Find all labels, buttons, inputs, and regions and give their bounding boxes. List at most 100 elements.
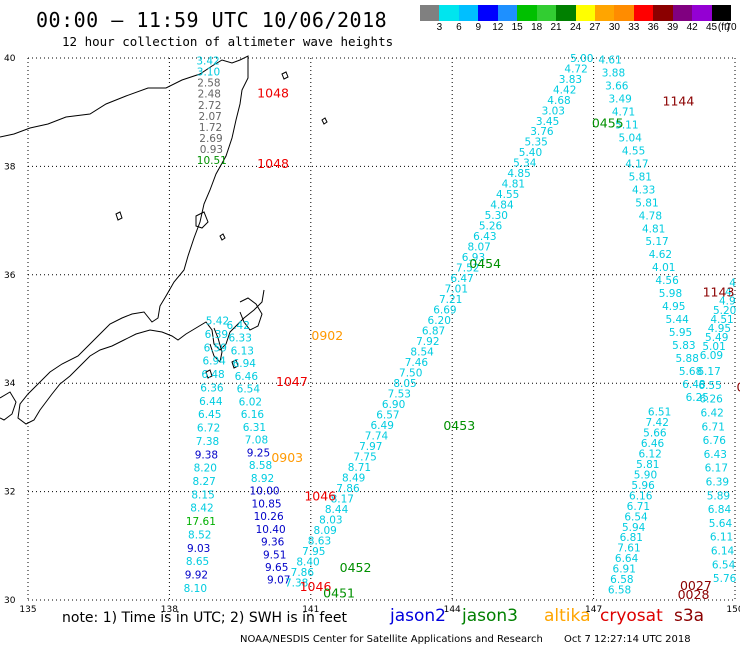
- wave-height-value: 5.26: [479, 221, 503, 233]
- longitude-tick-label: 141: [302, 605, 319, 615]
- wave-height-value: 8.05: [393, 378, 416, 390]
- wave-height-value: 7.86: [291, 567, 315, 579]
- pass-time-label: 0455: [592, 115, 624, 130]
- wave-height-value: 6.49: [371, 420, 394, 432]
- wave-height-value: 3.45: [536, 116, 559, 128]
- wave-height-value: 4.01: [652, 262, 675, 274]
- japan-coastline: [0, 55, 328, 425]
- wave-height-value: 8.07: [467, 242, 490, 254]
- wave-height-value: 4.55: [496, 189, 519, 201]
- wave-height-value: 9.65: [265, 562, 288, 574]
- legend-swatch: [614, 5, 634, 21]
- latitude-tick-label: 38: [4, 162, 16, 172]
- wave-height-value: 4.78: [639, 210, 662, 222]
- wave-height-value: 3.88: [602, 67, 625, 79]
- wave-height-value: 6.43: [473, 231, 496, 243]
- wave-height-value: 5.98: [659, 288, 682, 300]
- wave-height-value: 8.92: [251, 473, 274, 485]
- wave-height-value: 6.14: [711, 546, 735, 558]
- wave-height-value: 6.48: [682, 379, 705, 391]
- units-note: note: 1) Time is in UTC; 2) SWH is in fe…: [62, 610, 348, 626]
- wave-height-value: 6.11: [710, 532, 733, 544]
- wave-height-value: 6.59: [204, 342, 227, 354]
- pass-time-label: 0903: [271, 450, 303, 465]
- track-a: 3.423.102.582.482.722.071.722.690.9310.5…: [196, 56, 226, 168]
- wave-height-value: 6.45: [198, 409, 221, 421]
- footer: NOAA/NESDIS Center for Satellite Applica…: [240, 634, 709, 645]
- wave-height-value: 7.92: [416, 336, 439, 348]
- wave-height-value: 5.81: [629, 171, 652, 183]
- page-subtitle: 12 hour collection of altimeter wave hei…: [62, 34, 394, 49]
- wave-height-value: 6.58: [610, 574, 633, 586]
- latitude-tick-label: 34: [4, 379, 16, 389]
- wave-height-value: 3.83: [559, 74, 582, 86]
- wave-height-value: 8.44: [325, 504, 349, 516]
- wave-height-value: 10.51: [197, 155, 227, 167]
- wave-height-value: 3.49: [608, 93, 631, 105]
- legend-label: 6: [456, 22, 462, 33]
- wave-height-value: 6.64: [615, 553, 639, 565]
- satellite-s3a-label: s3a: [674, 606, 705, 626]
- wave-height-value: 5.94: [622, 522, 646, 534]
- wave-height-value: 6.90: [382, 399, 405, 411]
- pass-time-label: 0453: [443, 418, 475, 433]
- wave-height-value: 6.54: [237, 384, 261, 396]
- pass-time-label: 1046: [304, 488, 336, 503]
- legend-swatch: [478, 5, 498, 21]
- wave-height-value: 6.54: [624, 511, 648, 523]
- wave-height-value: 8.49: [342, 473, 365, 485]
- wave-height-value: 8.15: [191, 489, 214, 501]
- pass-time-label: 1046: [300, 579, 332, 594]
- wave-height-value: 0.93: [200, 144, 223, 156]
- wave-height-value: 8.03: [319, 514, 342, 526]
- pass-time-label: 1047: [276, 374, 308, 389]
- pass-time-label: 00: [736, 379, 740, 394]
- wave-height-value: 5.30: [485, 210, 508, 222]
- wave-height-value: 9.07: [267, 575, 290, 587]
- longitude-tick-label: 138: [161, 605, 178, 615]
- wave-height-value: 9.51: [263, 549, 286, 561]
- wave-height-value: 3.76: [530, 126, 554, 138]
- wave-height-value: 4.84: [490, 200, 514, 212]
- wave-height-value: 6.51: [648, 407, 671, 419]
- wave-height-value: 7.74: [365, 431, 389, 443]
- wave-height-value: 7.38: [285, 577, 308, 589]
- legend-swatch: [594, 5, 615, 21]
- track-d: 5.004.723.834.424.683.033.453.765.355.40…: [285, 53, 594, 590]
- satellite-jason3-label: jason3: [462, 606, 518, 626]
- wave-height-value: 5.40: [519, 147, 542, 159]
- izu-islet-b: [219, 233, 226, 241]
- wave-height-value: 6.71: [627, 501, 650, 513]
- legend-label: 9: [475, 22, 482, 33]
- wave-height-value: 3.10: [197, 67, 220, 79]
- boso-peninsula-coastline: [239, 297, 263, 331]
- wave-height-value: 6.71: [702, 421, 725, 433]
- wave-height-value: 8.71: [348, 462, 371, 474]
- wave-height-value: 5.83: [672, 340, 695, 352]
- wave-height-value: 6.91: [613, 564, 636, 576]
- wave-height-value: 6.12: [638, 449, 661, 461]
- wave-height-value: 3.03: [542, 105, 565, 117]
- wave-height-value: 6.20: [428, 315, 451, 327]
- wave-height-value: 7.86: [336, 483, 360, 495]
- wave-height-value: 7.97: [359, 441, 382, 453]
- color-scale-labels: 3 6 9 12 15 18 21 24 27 30 33 36 39 42 45 70 (ft): [420, 22, 737, 34]
- wave-height-value: 3.42: [196, 56, 219, 68]
- legend-swatch: [497, 5, 518, 21]
- wave-height-value: 5.88: [676, 353, 699, 365]
- wave-height-value: 8.17: [331, 494, 354, 506]
- legend-swatch: [458, 5, 479, 21]
- latitude-tick-label: 40: [4, 54, 16, 64]
- wave-height-value: 6.42: [227, 320, 250, 332]
- pass-time-label: 0027: [680, 578, 712, 593]
- wave-height-value: 5.11: [615, 119, 638, 131]
- wave-height-value: 2.07: [198, 111, 221, 123]
- wave-height-value: 4.51: [710, 314, 733, 326]
- wave-height-value: 5.96: [631, 480, 655, 492]
- legend-label: 39: [667, 22, 679, 33]
- pass-time-label: 1144: [663, 94, 695, 109]
- wave-height-value: 4.68: [547, 95, 570, 107]
- wave-height-value: 8.52: [188, 529, 211, 541]
- wave-height-value: 9.92: [185, 570, 208, 582]
